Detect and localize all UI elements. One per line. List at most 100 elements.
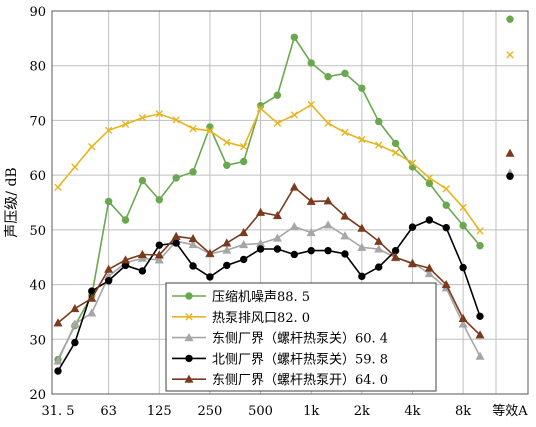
data-point — [442, 185, 450, 193]
legend-marker — [185, 354, 193, 363]
legend-item: 东侧厂界（螺杆热泵开）64. 0 — [172, 373, 388, 388]
data-point — [155, 241, 163, 249]
data-point — [54, 183, 62, 191]
series-line — [54, 51, 514, 235]
data-point — [425, 174, 434, 182]
data-point — [408, 223, 417, 231]
data-point — [71, 338, 79, 347]
y-tick-label: 50 — [29, 224, 46, 239]
data-point — [357, 223, 367, 232]
data-point — [357, 242, 367, 251]
total-point — [505, 148, 515, 157]
data-point — [239, 142, 248, 151]
data-point — [407, 259, 417, 268]
data-point — [340, 231, 350, 240]
data-point — [375, 117, 383, 126]
data-point — [205, 248, 215, 257]
data-point — [138, 176, 147, 185]
data-point — [206, 273, 214, 281]
data-point — [172, 174, 180, 182]
legend-item: 东侧厂界（螺杆热泵关）60. 4 — [172, 332, 388, 347]
x-tick-label: 250 — [198, 404, 223, 419]
series-path — [57, 103, 481, 232]
series-line — [53, 148, 515, 339]
data-point — [155, 196, 163, 204]
legend-label: 北侧厂界（螺杆热泵关）59. 8 — [212, 352, 388, 367]
y-axis-label: 声压级/ dB — [4, 167, 20, 237]
data-point — [272, 211, 282, 220]
data-point — [324, 246, 332, 255]
data-point — [374, 244, 384, 253]
data-point — [476, 227, 484, 235]
data-point — [458, 319, 468, 328]
x-tick-label: 等效A — [492, 403, 528, 419]
x-tick-label: 31. 5 — [41, 404, 74, 419]
legend-marker — [185, 313, 193, 321]
data-point — [239, 157, 248, 166]
data-point — [476, 242, 484, 250]
data-point — [476, 312, 484, 321]
data-point — [71, 163, 79, 171]
data-point — [290, 111, 299, 119]
data-point — [154, 250, 164, 259]
y-tick-label: 90 — [29, 5, 46, 20]
data-point — [442, 201, 450, 209]
data-point — [273, 119, 282, 127]
y-tick-label: 80 — [29, 60, 46, 75]
data-point — [273, 245, 282, 253]
data-point — [256, 245, 265, 253]
data-point — [104, 197, 113, 206]
data-point — [459, 221, 467, 230]
legend-box — [165, 282, 437, 392]
y-tick-label: 60 — [29, 169, 46, 184]
data-point — [475, 351, 485, 360]
data-point — [138, 267, 147, 275]
data-point — [70, 319, 80, 328]
legend-label: 东侧厂界（螺杆热泵开）64. 0 — [212, 373, 388, 388]
data-point — [188, 240, 198, 249]
data-point — [54, 367, 62, 375]
x-tick-label: 2k — [354, 404, 370, 419]
x-tick-label: 500 — [248, 404, 273, 419]
data-point — [306, 227, 316, 237]
data-point — [459, 203, 467, 212]
data-point — [188, 233, 198, 243]
data-point — [475, 330, 485, 339]
plot-frame — [51, 10, 529, 395]
data-point — [223, 261, 231, 270]
data-point — [290, 250, 299, 259]
data-point — [441, 279, 451, 289]
total-point — [506, 15, 514, 23]
data-point — [223, 138, 231, 147]
data-point — [88, 142, 96, 151]
data-point — [375, 263, 383, 271]
data-point — [340, 211, 350, 220]
series-path — [57, 185, 481, 336]
legend-marker — [184, 374, 194, 383]
data-point — [256, 104, 265, 113]
x-tick-label: 63 — [100, 404, 117, 419]
data-point — [223, 161, 231, 169]
data-point — [306, 196, 316, 205]
legend-item: 压缩机噪声88. 5 — [172, 289, 310, 305]
data-point — [341, 128, 349, 137]
data-point — [104, 126, 113, 134]
data-point — [256, 207, 266, 216]
y-tick-label: 40 — [29, 279, 46, 294]
data-point — [172, 116, 180, 124]
total-point — [506, 172, 514, 180]
series-group — [53, 15, 515, 375]
data-point — [424, 269, 434, 278]
data-point — [104, 277, 113, 285]
data-point — [425, 179, 434, 188]
data-point — [375, 141, 383, 149]
data-point — [442, 223, 450, 232]
data-point — [307, 100, 315, 109]
data-point — [53, 318, 63, 327]
data-point — [391, 139, 400, 148]
y-tick-label: 70 — [29, 114, 46, 129]
data-point — [189, 168, 197, 176]
data-point — [87, 293, 97, 302]
total-point — [506, 51, 514, 59]
legend-marker — [184, 332, 194, 342]
